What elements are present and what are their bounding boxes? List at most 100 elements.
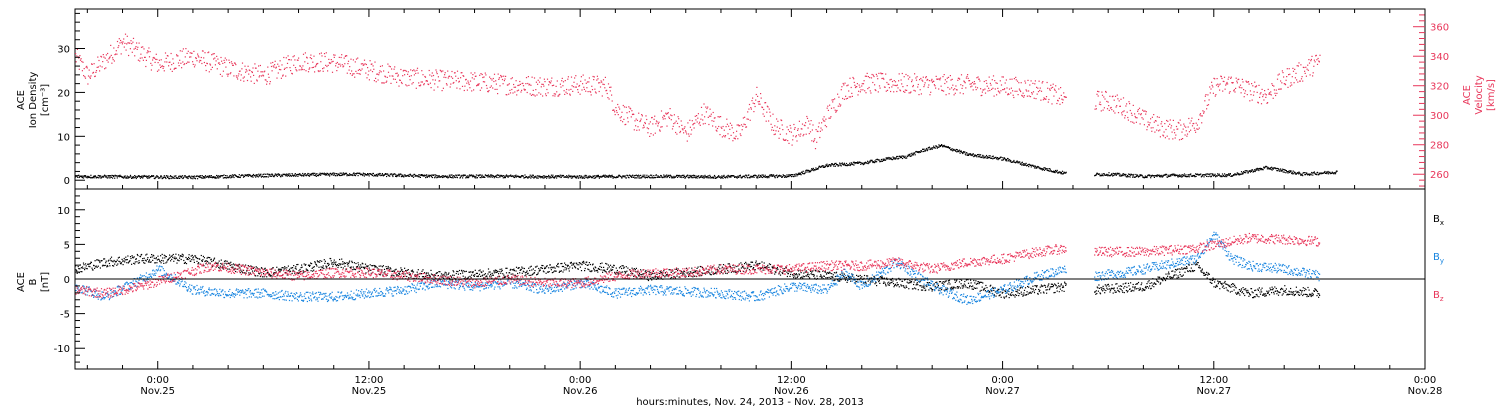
density-point-1310 [766,177,768,179]
density-point-1351 [788,175,790,178]
velocity-point-1628 [1106,100,1108,102]
density-point-1914 [1113,173,1115,175]
velocity-point-772 [550,80,552,82]
density-point-1343 [784,176,786,178]
density-point-1949 [1132,176,1134,178]
velocity-point-347 [288,59,290,61]
bx-point-589 [386,268,388,270]
density-point-632 [408,175,410,177]
velocity-point-106 [140,53,142,55]
velocity-point-1846 [1240,92,1242,94]
velocity-point-1911 [1280,88,1282,90]
density-point-299 [232,174,235,176]
velocity-point-117 [147,50,149,52]
density-point-1401 [814,169,816,171]
velocity-point-275 [244,65,246,67]
velocity-point-546 [411,83,413,85]
velocity-point-1819 [1223,76,1226,78]
bx-point-344 [256,267,258,269]
velocity-point-662 [482,81,484,83]
velocity-point-368 [301,68,303,71]
velocity-point-270 [241,68,243,70]
velocity-point-1915 [1283,76,1285,78]
density-point-1083 [646,177,649,179]
velocity-point-1268 [856,86,858,88]
bx-point-643 [414,274,416,276]
velocity-point-1895 [1270,94,1272,96]
density-point-1928 [1121,175,1123,177]
velocity-point-1794 [1208,99,1210,101]
density-point-151 [154,177,156,179]
velocity-point-1748 [1180,124,1182,126]
density-point-93 [124,176,126,178]
density-point-399 [285,174,287,176]
bx-point-531 [355,262,357,265]
velocity-point-829 [585,82,587,84]
density-point-252 [208,177,210,179]
density-point-912 [556,175,558,178]
bx-point-481 [329,267,331,269]
bx-point-263 [213,257,216,259]
density-point-1934 [1124,173,1126,175]
density-point-741 [466,175,468,177]
density-point-1140 [677,176,679,178]
velocity-point-661 [482,76,484,79]
velocity-point-1310 [882,73,884,75]
density-point-1066 [637,174,640,176]
density-point-1392 [810,170,812,173]
density-point-1587 [913,153,915,155]
density-point-2163 [1245,172,1247,174]
bx-point-244 [203,257,205,259]
density-point-1776 [1012,161,1014,163]
velocity-point-1805 [1215,94,1217,96]
velocity-point-1415 [946,77,948,79]
bx-point-641 [413,277,415,279]
velocity-point-1408 [942,76,944,78]
density-point-949 [576,176,578,178]
density-point-2168 [1247,172,1249,174]
density-point-792 [493,175,495,177]
velocity-point-382 [310,54,312,56]
velocity-point-822 [581,89,583,91]
density-point-122 [139,176,141,178]
velocity-point-1709 [1156,129,1158,131]
density-point-1707 [976,156,978,158]
bx-point-2 [76,270,78,272]
density-point-82 [118,175,120,177]
density-point-2286 [1310,173,1312,175]
density-point-450 [312,174,314,176]
density-point-1666 [954,149,956,152]
velocity-point-356 [294,59,296,61]
velocity-point-1050 [721,136,723,138]
density-point-1320 [772,175,774,177]
velocity-point-374 [305,70,307,72]
velocity-point-640 [469,87,471,89]
bx-point-585 [383,268,386,270]
bx-point-375 [273,272,275,274]
velocity-point-886 [620,116,622,118]
velocity-point-704 [508,83,510,85]
density-point-1116 [664,176,666,179]
velocity-point-1907 [1278,88,1280,90]
bx-point-119 [137,262,139,264]
velocity-point-1075 [737,138,739,140]
density-point-731 [461,175,463,177]
density-point-1767 [1008,160,1010,162]
velocity-point-1631 [1108,105,1110,107]
density-point-1175 [695,175,697,177]
velocity-point-1397 [935,75,937,77]
velocity-point-760 [543,85,545,87]
density-point-1824 [1038,166,1040,168]
velocity-point-1811 [1219,89,1221,91]
density-point-802 [498,174,500,176]
velocity-point-248 [227,73,229,75]
velocity-point-479 [370,69,372,71]
density-point-934 [568,174,570,176]
density-point-717 [453,175,455,177]
density-point-897 [548,177,550,179]
density-point-1737 [992,158,994,160]
velocity-point-1714 [1159,129,1161,131]
density-point-2318 [1327,171,1329,173]
bx-point-582 [382,274,384,276]
density-point-2177 [1252,171,1254,173]
